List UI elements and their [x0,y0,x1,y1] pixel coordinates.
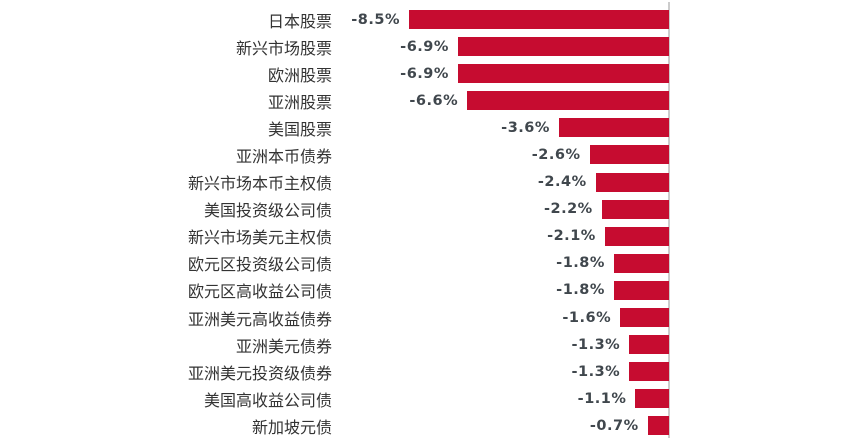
chart-row: 欧洲股票 -6.9% [0,60,865,87]
value-label: -6.6% [409,92,459,109]
chart-row: 亚洲股票 -6.6% [0,87,865,114]
value-label: -1.1% [577,390,627,407]
value-label: -2.2% [543,201,593,218]
chart-row: 美国投资级公司债 -2.2% [0,196,865,223]
bar [595,172,669,192]
bar-track: -1.3% [332,358,669,385]
bar [613,253,669,273]
value-label: -1.3% [571,363,621,380]
bar-track: -2.2% [332,196,669,223]
chart-row: 欧元区投资级公司债 -1.8% [0,250,865,277]
bar [558,118,669,138]
category-label: 美国投资级公司债 [203,203,332,221]
bar-track: -2.4% [332,169,669,196]
category-label: 美国股票 [267,121,332,139]
chart-row: 亚洲美元高收益债券 -1.6% [0,304,865,331]
value-label: -2.4% [537,174,587,191]
value-label: -1.3% [571,336,621,353]
value-label: -3.6% [501,119,550,136]
bar-track: -2.1% [332,223,669,250]
category-label: 亚洲美元投资级债券 [187,365,332,383]
chart-row: 新兴市场美元主权债 -2.1% [0,223,865,250]
value-label: -1.8% [556,255,605,272]
bar-track: -6.6% [332,87,669,114]
bar [457,37,669,57]
chart-row: 亚洲美元债券 -1.3% [0,331,865,358]
value-label: -0.7% [589,417,639,434]
bar [647,416,669,436]
category-label: 亚洲美元高收益债券 [187,311,332,329]
category-label: 日本股票 [267,13,332,31]
bar [613,280,669,300]
chart-rows: 日本股票 -8.5% 新兴市场股票 -6.9% 欧洲股票 -6.9% 亚洲股票 … [0,6,865,440]
value-label: -6.9% [400,65,449,82]
chart-row: 新兴市场本币主权债 -2.4% [0,169,865,196]
bar [620,308,669,328]
category-label: 美国高收益公司债 [203,392,332,410]
category-label: 新兴市场本币主权债 [187,176,332,194]
bar [601,199,669,219]
value-label: -1.6% [562,309,612,326]
bar-track: -6.9% [332,33,669,60]
chart-row: 亚洲本币债券 -2.6% [0,141,865,168]
chart-row: 亚洲美元投资级债券 -1.3% [0,358,865,385]
value-label: -6.9% [400,38,449,55]
bar-track: -6.9% [332,60,669,87]
bar [629,335,669,355]
chart-row: 美国股票 -3.6% [0,114,865,141]
bar-track: -8.5% [332,6,669,33]
category-label: 亚洲美元债券 [235,338,332,356]
value-label: -2.6% [531,147,581,164]
bar [604,226,669,246]
category-label: 亚洲股票 [267,94,332,112]
bar [467,91,669,111]
category-label: 新兴市场股票 [235,40,332,58]
bar-track: -1.8% [332,277,669,304]
category-label: 欧元区投资级公司债 [187,257,332,275]
bar-track: -1.1% [332,385,669,412]
bar [589,145,669,165]
category-label: 新加坡元债 [251,419,332,437]
value-label: -1.8% [556,282,605,299]
bar [409,10,669,29]
chart-row: 欧元区高收益公司债 -1.8% [0,277,865,304]
bar-track: -2.6% [332,141,669,168]
bar-track: -0.7% [332,412,669,439]
bar-track: -1.8% [332,250,669,277]
bar [457,64,669,84]
value-label: -2.1% [547,228,596,245]
category-label: 亚洲本币债券 [235,149,332,167]
chart-row: 美国高收益公司债 -1.1% [0,385,865,412]
bar-track: -1.6% [332,304,669,331]
category-label: 欧洲股票 [267,67,332,85]
bar-track: -1.3% [332,331,669,358]
zero-axis-line [668,2,670,438]
category-label: 新兴市场美元主权债 [187,230,332,248]
chart-row: 日本股票 -8.5% [0,6,865,33]
bar [629,362,669,382]
bar-track: -3.6% [332,114,669,141]
category-label: 欧元区高收益公司债 [187,284,332,302]
chart-row: 新兴市场股票 -6.9% [0,33,865,60]
value-label: -8.5% [351,11,400,28]
chart-row: 新加坡元债 -0.7% [0,412,865,439]
bar [635,389,669,409]
